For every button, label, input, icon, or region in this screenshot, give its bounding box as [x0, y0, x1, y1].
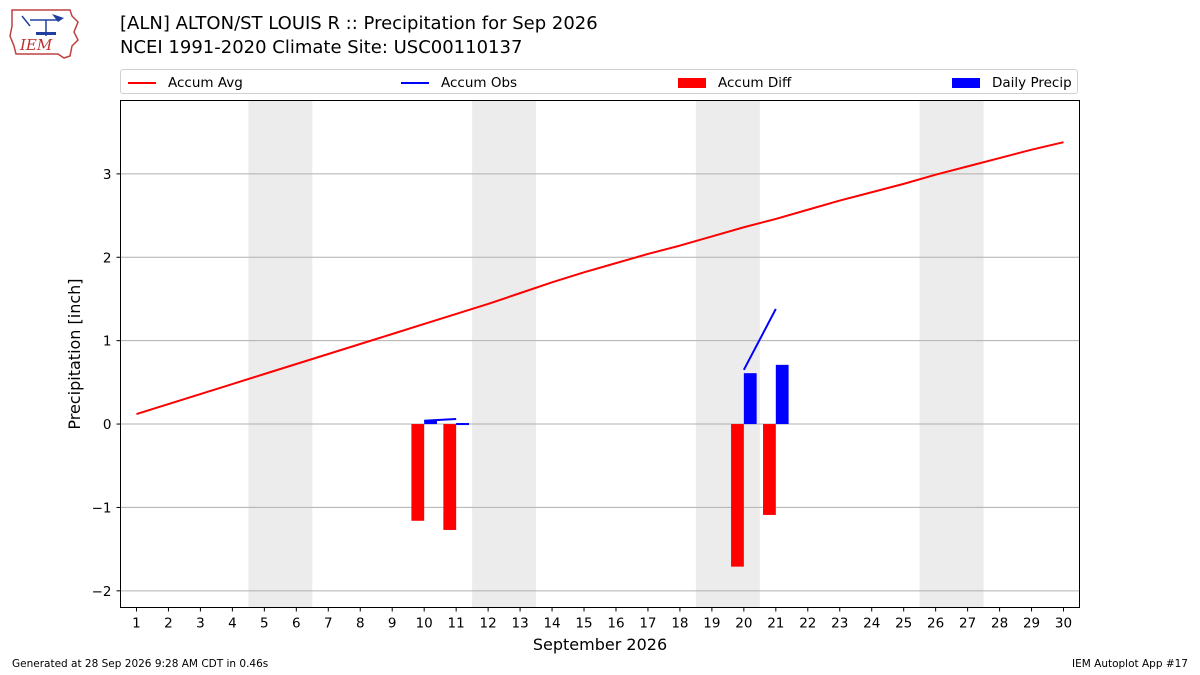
x-tick-label: 29 — [1023, 616, 1040, 632]
x-axis-label: September 2026 — [533, 635, 667, 654]
svg-text:IEM: IEM — [19, 36, 53, 54]
legend-label-daily-precip: Daily Precip — [992, 74, 1072, 91]
app-credit: IEM Autoplot App #17 — [1072, 658, 1188, 670]
x-tick-label: 5 — [260, 616, 269, 632]
chart-title: [ALN] ALTON/ST LOUIS R :: Precipitation … — [120, 13, 598, 34]
legend-swatch-accum-avg — [128, 81, 156, 84]
plot-frame — [120, 100, 1080, 608]
accum-diff-bar — [763, 424, 776, 515]
legend-label-accum-obs: Accum Obs — [441, 74, 518, 91]
legend-item-accum-avg: Accum Avg — [128, 70, 243, 95]
daily-precip-bar — [743, 373, 757, 425]
x-tick-label: 28 — [991, 616, 1008, 632]
x-tick-label: 10 — [416, 616, 433, 632]
x-tick-label: 3 — [196, 616, 205, 632]
x-tick-label: 21 — [767, 616, 784, 632]
x-tick-label: 25 — [895, 616, 912, 632]
accum-avg-line — [136, 141, 1064, 415]
x-tick-label: 11 — [448, 616, 465, 632]
accum-diff-bar — [411, 424, 425, 521]
x-tick-label: 12 — [480, 616, 497, 632]
x-tick-label: 20 — [735, 616, 752, 632]
x-tick-label: 30 — [1055, 616, 1072, 632]
legend-swatch-daily-precip — [952, 77, 980, 88]
chart-subtitle: NCEI 1991-2020 Climate Site: USC00110137 — [120, 37, 523, 58]
x-tick-label: 17 — [639, 616, 656, 632]
x-tick-label: 13 — [511, 616, 528, 632]
accum-diff-bar — [731, 424, 744, 567]
x-tick-label: 1 — [132, 616, 141, 632]
iem-logo: IEM — [9, 9, 79, 59]
y-tick-label: 0 — [103, 417, 112, 433]
y-tick-label: −2 — [92, 584, 112, 600]
weekend-shade — [919, 100, 984, 608]
accum-obs-line — [424, 418, 457, 422]
daily-precip-bar — [775, 364, 789, 425]
x-tick-label: 15 — [575, 616, 592, 632]
legend-item-accum-obs: Accum Obs — [401, 70, 517, 95]
x-tick-label: 2 — [164, 616, 173, 632]
x-tick-label: 8 — [356, 616, 365, 632]
x-tick-label: 4 — [228, 616, 237, 632]
legend-label-accum-diff: Accum Diff — [718, 74, 792, 91]
x-tick-label: 19 — [703, 616, 720, 632]
x-tick-label: 6 — [292, 616, 301, 632]
legend-item-daily-precip: Daily Precip — [952, 70, 1072, 95]
x-tick-label: 7 — [324, 616, 333, 632]
weekend-shade — [472, 100, 537, 608]
x-tick-label: 26 — [927, 616, 944, 632]
x-tick-label: 14 — [543, 616, 560, 632]
legend-swatch-accum-obs — [401, 81, 429, 84]
legend-swatch-accum-diff — [678, 77, 706, 88]
legend-item-accum-diff: Accum Diff — [678, 70, 791, 95]
x-tick-label: 27 — [959, 616, 976, 632]
daily-precip-bar — [424, 420, 437, 425]
x-tick-label: 23 — [831, 616, 848, 632]
x-tick-label: 18 — [671, 616, 688, 632]
x-tick-label: 22 — [799, 616, 816, 632]
x-tick-label: 9 — [388, 616, 397, 632]
y-tick-label: 1 — [103, 334, 112, 350]
legend-label-accum-avg: Accum Avg — [168, 74, 243, 91]
generated-note: Generated at 28 Sep 2026 9:28 AM CDT in … — [12, 658, 269, 670]
y-tick-label: 3 — [103, 167, 112, 183]
chart-legend: Accum Avg Accum Obs Accum Diff Daily Pre… — [120, 69, 1078, 94]
y-tick-label: −1 — [92, 500, 112, 516]
x-tick-label: 16 — [607, 616, 624, 632]
x-tick-label: 24 — [863, 616, 880, 632]
accum-diff-bar — [443, 424, 457, 530]
weekend-shade — [695, 100, 760, 608]
y-tick-label: 2 — [103, 250, 112, 266]
y-axis-label: Precipitation [inch] — [65, 278, 84, 429]
weekend-shade — [248, 100, 313, 608]
accum-obs-line — [742, 308, 777, 371]
